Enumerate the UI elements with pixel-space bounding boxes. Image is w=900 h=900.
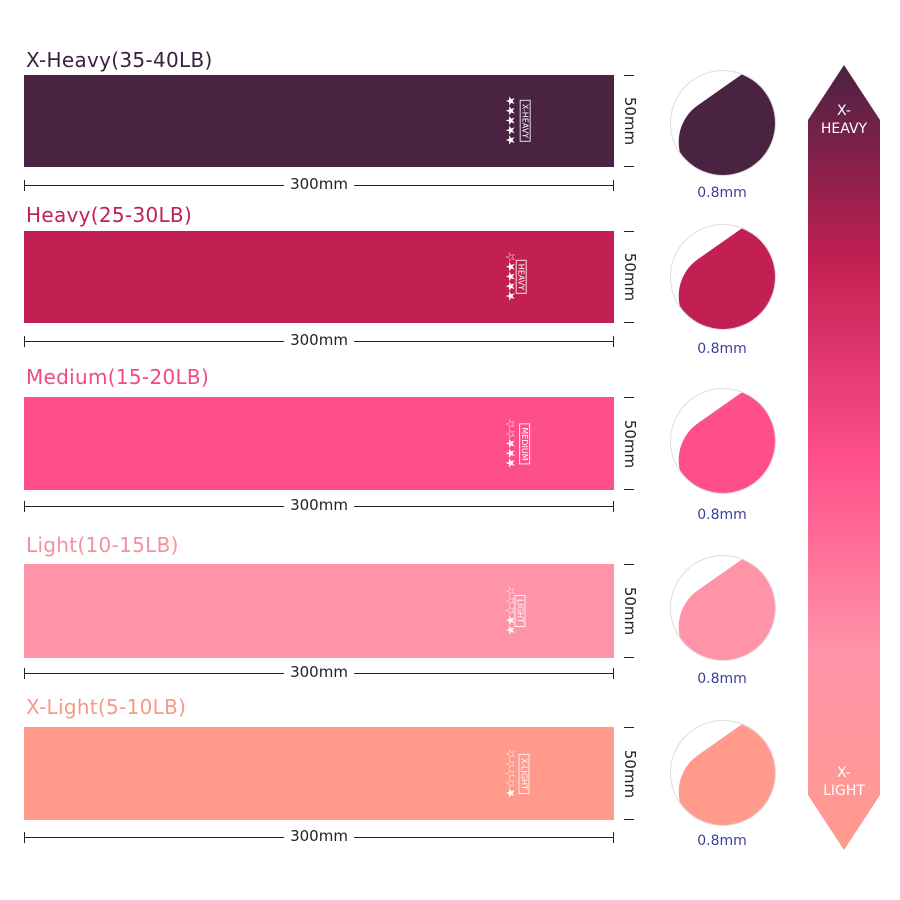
scale-top-text: X- HEAVY [820,103,868,137]
width-label: 50mm [621,749,639,798]
length-label: 300mm [284,663,354,681]
resistance-band: ★★★★★ X-HEAVY [24,75,614,167]
band-tag: X-HEAVY [519,99,531,143]
resistance-band: ★★★★☆ HEAVY [24,231,614,323]
scale-bottom-label: X- LIGHT [808,764,880,800]
length-dimension: 300mm [24,331,614,349]
thickness-closeup [670,720,776,826]
band-title: Heavy(25-30LB) [26,203,193,227]
star-rating-icon: ★★★★★ [503,96,518,146]
length-dimension: 300mm [24,663,614,681]
band-edge [671,389,775,493]
thickness-closeup [670,555,776,661]
width-dimension: 50mm [620,397,640,490]
band-edge [671,556,775,660]
length-dimension: 300mm [24,175,614,193]
star-rating-icon: ★☆☆☆☆ [503,749,518,798]
star-rating-icon: ★★★☆☆ [503,419,518,468]
thickness-closeup [670,388,776,494]
length-dimension: 300mm [24,496,614,514]
band-title: X-Light(5-10LB) [26,695,187,719]
band-edge [671,721,775,825]
width-label: 50mm [621,419,639,468]
resistance-scale-arrow [808,65,880,850]
width-dimension: 50mm [620,564,640,658]
thickness-label: 0.8mm [697,507,747,523]
band-tag: LIGHT [514,595,526,627]
width-label: 50mm [621,96,639,146]
thickness-closeup [670,70,776,176]
thickness-label: 0.8mm [697,833,747,849]
band-title: Medium(15-20LB) [26,365,210,389]
band-tag: MEDIUM [519,422,531,465]
width-dimension: 50mm [620,231,640,323]
band-title: Light(10-15LB) [26,533,179,557]
thickness-closeup [670,224,776,330]
length-label: 300mm [284,496,354,514]
thickness-label: 0.8mm [697,671,747,687]
thickness-label: 0.8mm [697,185,747,201]
band-title: X-Heavy(35-40LB) [26,48,213,72]
resistance-band: ★★★☆☆ MEDIUM [24,397,614,490]
length-label: 300mm [284,827,354,845]
band-edge [671,225,775,329]
resistance-band: ★★☆☆☆ LIGHT [24,564,614,658]
width-dimension: 50mm [620,75,640,167]
length-label: 300mm [284,331,354,349]
band-edge [671,71,775,175]
width-label: 50mm [621,252,639,302]
length-dimension: 300mm [24,827,614,845]
scale-top-label: X- HEAVY [808,102,880,138]
band-tag: X-LIGHT [518,753,530,794]
scale-bottom-text: X- LIGHT [823,765,865,799]
resistance-band: ★☆☆☆☆ X-LIGHT [24,727,614,820]
length-label: 300mm [284,175,354,193]
thickness-label: 0.8mm [697,341,747,357]
band-tag: HEAVY [515,259,527,295]
width-label: 50mm [621,586,639,636]
width-dimension: 50mm [620,727,640,820]
